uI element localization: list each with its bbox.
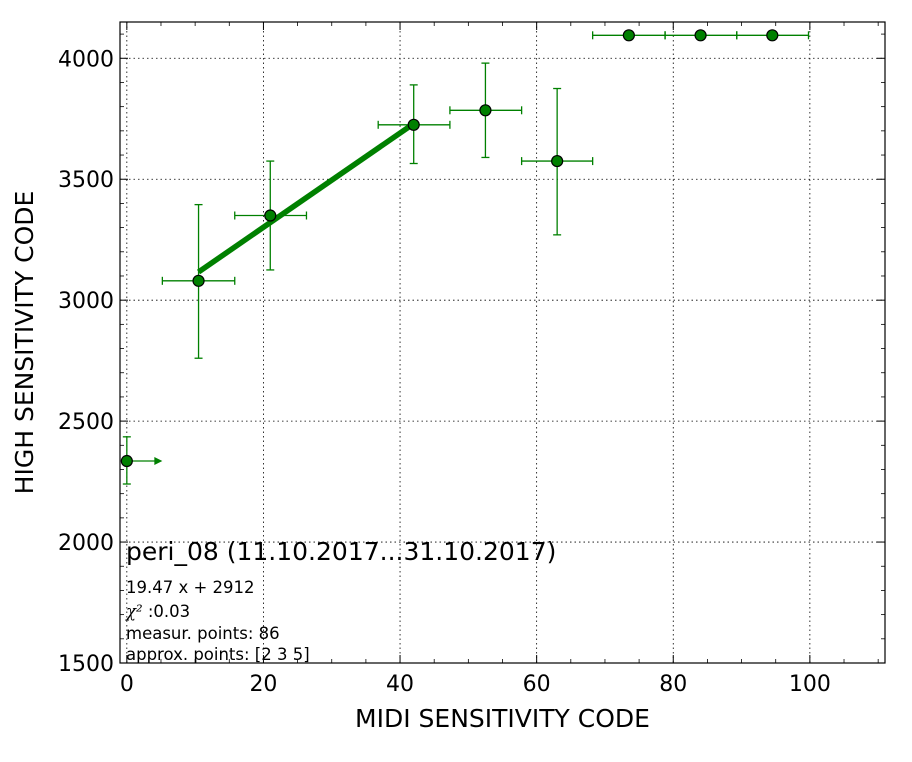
x-tick-label: 80	[659, 672, 687, 697]
data-point	[120, 454, 133, 468]
annotation-title: peri_08 (11.10.2017...31.10.2017)	[126, 537, 556, 566]
data-point	[264, 209, 277, 222]
data-markers	[120, 29, 779, 468]
data-point	[694, 29, 707, 42]
y-tick-label: 3500	[58, 168, 114, 193]
y-axis-ticks: 1500 2000 2500 3000 3500 4000	[58, 33, 885, 677]
fit-line-layer	[196, 121, 416, 275]
annotation-chi2: χ² :0.03	[125, 602, 190, 621]
data-point	[551, 154, 564, 168]
error-bars	[122, 31, 810, 485]
data-point	[479, 104, 492, 117]
x-axis-title: MIDI SENSITIVITY CODE	[355, 704, 650, 733]
y-tick-label: 3000	[58, 289, 114, 314]
x-tick-label: 60	[523, 672, 551, 697]
x-limit-arrow	[154, 457, 163, 466]
x-tick-label: 100	[789, 672, 831, 697]
y-tick-label: 4000	[58, 47, 114, 72]
annotation-equation: 19.47 x + 2912	[126, 578, 255, 597]
y-tick-label: 2500	[58, 410, 114, 435]
data-point	[622, 29, 635, 42]
x-tick-label: 20	[249, 672, 277, 697]
annotation-approx-points: approx. points: [2 3 5]	[126, 645, 310, 664]
chi2-symbol: χ²	[125, 602, 143, 621]
plot-frame	[119, 21, 886, 664]
y-tick-label: 2000	[58, 531, 114, 556]
data-point	[407, 118, 420, 131]
data-point	[192, 274, 205, 287]
x-tick-label: 0	[120, 672, 134, 697]
data-point	[766, 29, 779, 42]
x-axis-ticks: 0 20 40 60 80 100	[120, 22, 879, 697]
y-axis-title: HIGH SENSITIVITY CODE	[10, 191, 39, 495]
x-tick-label: 40	[386, 672, 414, 697]
y-tick-label: 1500	[58, 652, 114, 677]
fit-line	[196, 121, 416, 275]
grid-lines	[120, 22, 885, 663]
chi2-value: :0.03	[148, 602, 190, 621]
annotation-measur-points: measur. points: 86	[126, 624, 280, 643]
